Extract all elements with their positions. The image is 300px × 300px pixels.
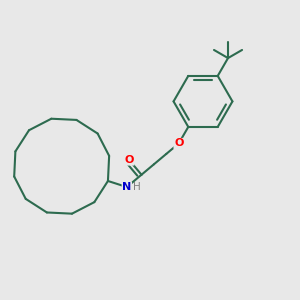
Text: O: O [174,139,183,148]
Text: H: H [133,182,141,192]
Text: N: N [122,182,131,192]
Text: O: O [124,155,134,165]
